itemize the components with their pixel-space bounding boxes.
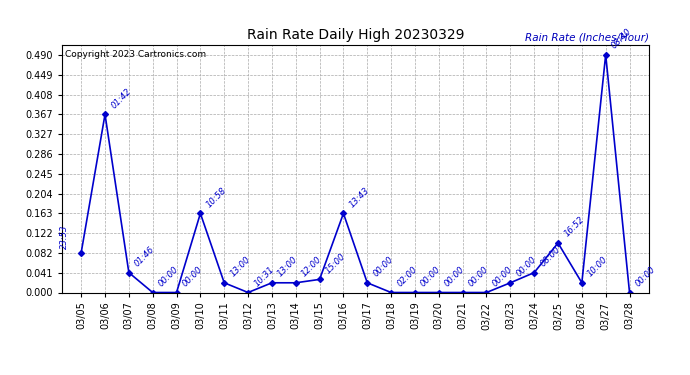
Text: 02:00: 02:00 bbox=[395, 265, 419, 288]
Text: 10:00: 10:00 bbox=[586, 255, 609, 279]
Text: 13:00: 13:00 bbox=[228, 255, 252, 279]
Text: 13:00: 13:00 bbox=[276, 255, 299, 279]
Text: 12:00: 12:00 bbox=[300, 255, 324, 279]
Text: 13:43: 13:43 bbox=[348, 186, 371, 209]
Text: 00:00: 00:00 bbox=[157, 265, 181, 288]
Text: 16:52: 16:52 bbox=[562, 215, 586, 239]
Text: 00:00: 00:00 bbox=[515, 255, 538, 279]
Text: 10:31: 10:31 bbox=[253, 265, 276, 288]
Text: 00:00: 00:00 bbox=[467, 265, 491, 288]
Text: Copyright 2023 Cartronics.com: Copyright 2023 Cartronics.com bbox=[65, 50, 206, 59]
Text: 08:00: 08:00 bbox=[538, 245, 562, 268]
Text: 10:58: 10:58 bbox=[204, 186, 228, 209]
Text: 00:00: 00:00 bbox=[491, 265, 514, 288]
Text: 08:40: 08:40 bbox=[610, 27, 633, 51]
Text: 01:42: 01:42 bbox=[109, 87, 132, 110]
Text: 15:00: 15:00 bbox=[324, 252, 347, 275]
Title: Rain Rate Daily High 20230329: Rain Rate Daily High 20230329 bbox=[246, 28, 464, 42]
Text: 00:00: 00:00 bbox=[443, 265, 466, 288]
Text: Rain Rate (Inches/Hour): Rain Rate (Inches/Hour) bbox=[524, 33, 649, 42]
Text: 00:00: 00:00 bbox=[371, 255, 395, 279]
Text: 00:00: 00:00 bbox=[633, 265, 658, 288]
Text: 23:53: 23:53 bbox=[60, 224, 69, 249]
Text: 00:00: 00:00 bbox=[419, 265, 443, 288]
Text: 00:00: 00:00 bbox=[181, 265, 204, 288]
Text: 01:46: 01:46 bbox=[133, 245, 157, 268]
